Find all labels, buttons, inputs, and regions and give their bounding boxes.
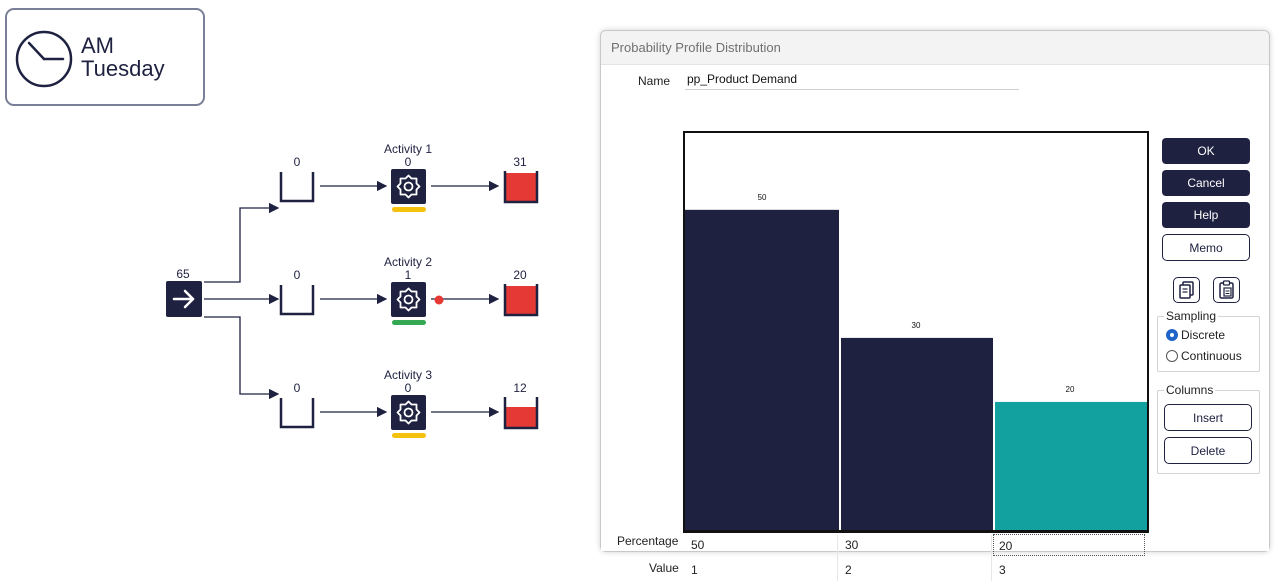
- arrow-right-icon: [172, 289, 195, 309]
- percentage-cell[interactable]: 20: [993, 534, 1145, 556]
- radio-continuous[interactable]: [1166, 350, 1178, 362]
- activity-count: 0: [405, 155, 412, 169]
- insert-column-button[interactable]: Insert: [1164, 404, 1252, 431]
- clock-widget: AM Tuesday: [5, 8, 205, 106]
- clock-icon: [15, 30, 73, 88]
- exit-count: 12: [513, 381, 527, 395]
- delete-column-button[interactable]: Delete: [1164, 437, 1252, 464]
- paste-button[interactable]: [1213, 277, 1240, 303]
- activity-count: 1: [405, 268, 412, 282]
- chart-canvas: 50 30 20: [685, 193, 1147, 530]
- gear-icon: [396, 174, 421, 199]
- sampling-continuous-label: Continuous: [1181, 349, 1242, 363]
- percentage-cell[interactable]: 50: [691, 538, 705, 552]
- activity-1-node[interactable]: [391, 169, 426, 204]
- model-diagram: 65 0 Activity 1 0 31 0 Activity 2 1: [166, 142, 539, 438]
- exit-count: 31: [513, 155, 527, 169]
- exit-2[interactable]: [503, 284, 539, 317]
- connector-arrival-queue-3: [204, 316, 280, 400]
- clock-day: Tuesday: [81, 56, 165, 81]
- sampling-title: Sampling: [1164, 309, 1219, 323]
- exit-count: 20: [513, 268, 527, 282]
- probability-profile-dialog: Probability Profile Distribution Name 50…: [600, 30, 1270, 581]
- columns-title: Columns: [1164, 383, 1216, 397]
- name-input[interactable]: [685, 68, 1019, 90]
- value-cell[interactable]: 1: [691, 563, 698, 577]
- queue-1[interactable]: [279, 172, 315, 203]
- columns-group: Columns Insert Delete: [1157, 383, 1260, 474]
- memo-button[interactable]: Memo: [1162, 234, 1250, 261]
- connector-arrival-queue-1: [204, 202, 280, 283]
- dialog-body: Name 50 30 20 Percentage Value 50 1 30 2 20 3 O…: [601, 65, 1269, 581]
- copy-button[interactable]: [1173, 277, 1200, 303]
- bar-data-label: 50: [758, 193, 767, 202]
- queue-3[interactable]: [279, 398, 315, 429]
- clock-period: AM: [81, 33, 114, 58]
- value-cell[interactable]: 2: [845, 563, 852, 577]
- arrival-node[interactable]: [166, 281, 202, 317]
- in-transit-indicator: [434, 295, 444, 305]
- dialog-titlebar[interactable]: Probability Profile Distribution: [601, 31, 1269, 65]
- queue-count: 0: [294, 155, 301, 169]
- bar-3[interactable]: [995, 401, 1147, 530]
- sampling-group: Sampling Discrete Continuous: [1157, 309, 1260, 372]
- activity-label: Activity 3: [384, 368, 432, 382]
- exit-3[interactable]: [503, 397, 539, 430]
- distribution-chart[interactable]: 50 30 20: [683, 131, 1149, 533]
- queue-2[interactable]: [279, 285, 315, 316]
- cancel-button[interactable]: Cancel: [1162, 170, 1250, 196]
- exit-1[interactable]: [503, 171, 539, 204]
- help-button[interactable]: Help: [1162, 202, 1250, 228]
- dialog-title: Probability Profile Distribution: [611, 40, 781, 55]
- arrival-count: 65: [176, 267, 190, 281]
- bar-2[interactable]: [841, 337, 993, 530]
- activity-1-status-bar: [392, 207, 426, 212]
- percentage-cell[interactable]: 30: [845, 538, 859, 552]
- table-divider: [991, 535, 992, 581]
- activity-label: Activity 1: [384, 142, 432, 156]
- value-row-label: Value: [649, 561, 679, 575]
- sampling-discrete-label: Discrete: [1181, 328, 1226, 342]
- bar-data-label: 30: [912, 321, 921, 330]
- activity-3-node[interactable]: [391, 395, 426, 430]
- bar-1[interactable]: [685, 209, 839, 530]
- ok-button[interactable]: OK: [1162, 138, 1250, 164]
- activity-label: Activity 2: [384, 255, 432, 269]
- table-divider: [837, 535, 838, 581]
- sampling-discrete-option[interactable]: Discrete: [1166, 328, 1225, 342]
- activity-2-status-bar: [392, 320, 426, 325]
- gear-icon: [396, 400, 421, 425]
- paste-icon: [1219, 280, 1234, 299]
- value-cell[interactable]: 3: [999, 563, 1006, 577]
- queue-count: 0: [294, 381, 301, 395]
- radio-discrete[interactable]: [1166, 329, 1178, 341]
- activity-3-status-bar: [392, 433, 426, 438]
- activity-2-node[interactable]: [391, 282, 426, 317]
- sampling-continuous-option[interactable]: Continuous: [1166, 349, 1242, 363]
- queue-count: 0: [294, 268, 301, 282]
- gear-icon: [396, 287, 421, 312]
- bar-data-label: 20: [1066, 385, 1075, 394]
- name-label: Name: [638, 74, 671, 88]
- copy-icon: [1179, 281, 1194, 299]
- activity-count: 0: [405, 381, 412, 395]
- percentage-row-label: Percentage: [617, 534, 679, 548]
